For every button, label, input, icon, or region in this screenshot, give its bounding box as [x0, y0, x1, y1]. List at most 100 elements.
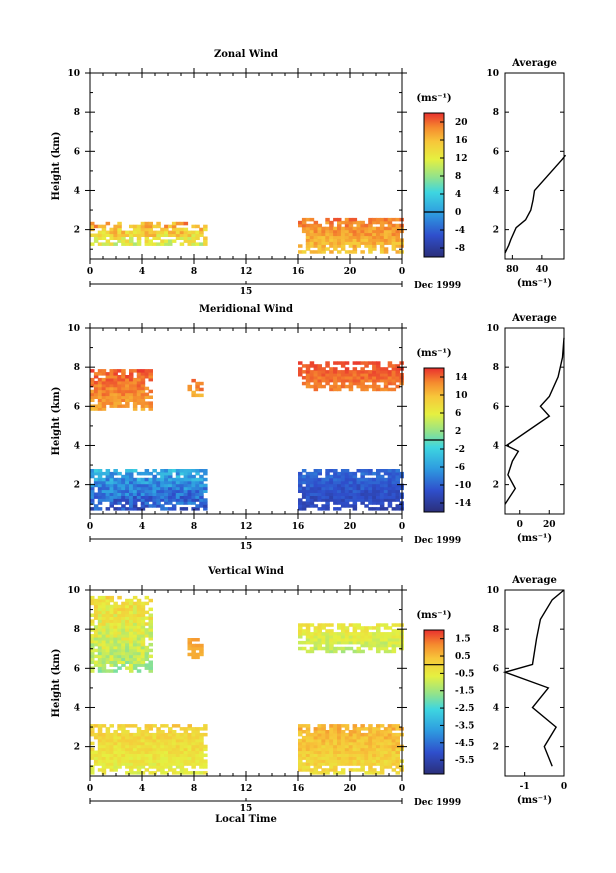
heatmap-cell — [183, 738, 189, 743]
heatmap-cell — [113, 765, 118, 769]
heatmap-cell — [132, 504, 138, 508]
heatmap-cell — [129, 377, 134, 382]
heatmap-cell — [348, 477, 354, 482]
heatmap-cell — [101, 598, 107, 603]
heatmap-cell — [391, 495, 397, 499]
heatmap-cell — [144, 369, 150, 373]
heatmap-cell — [360, 626, 365, 630]
heatmap-cell — [387, 626, 393, 630]
heatmap-cell — [364, 738, 369, 743]
heatmap-cell — [191, 730, 196, 734]
heatmap-cell — [376, 235, 381, 239]
heatmap-cell — [117, 398, 122, 402]
heatmap-cell — [113, 498, 118, 502]
heatmap-cell — [136, 389, 142, 394]
heatmap-cell — [171, 498, 177, 502]
heatmap-cell — [317, 229, 322, 234]
heatmap-cell — [305, 223, 311, 228]
heatmap-cell — [325, 378, 330, 383]
heatmap-cell — [344, 759, 350, 763]
heatmap-cell — [144, 654, 150, 659]
heatmap-cell — [160, 480, 165, 485]
x-tick-label: 12 — [240, 267, 253, 277]
y-tick-label: 2 — [74, 226, 80, 236]
heatmap-cell — [140, 483, 146, 488]
heatmap-cell — [387, 480, 393, 485]
heatmap-cell — [313, 232, 319, 237]
heatmap-cell — [325, 247, 330, 251]
heatmap-cell — [160, 483, 165, 488]
heatmap-cell — [156, 498, 161, 502]
heatmap-cell — [301, 646, 307, 651]
heatmap-cell — [348, 250, 354, 254]
heatmap-cell — [325, 750, 330, 754]
heatmap-cell — [333, 744, 338, 749]
heatmap-cell — [90, 756, 95, 760]
heatmap-cell — [368, 724, 373, 728]
heatmap-cell — [329, 469, 334, 473]
heatmap-cell — [109, 377, 114, 382]
heatmap-cell — [305, 762, 311, 766]
heatmap-cell — [136, 380, 142, 385]
heatmap-cell — [113, 747, 118, 752]
heatmap-cell — [383, 632, 389, 636]
heatmap-cell — [109, 724, 114, 728]
heatmap-cell — [97, 477, 103, 482]
heatmap-cell — [395, 223, 400, 228]
heatmap-cell — [129, 372, 134, 376]
heatmap-cell — [368, 632, 373, 636]
heatmap-cell — [160, 768, 165, 772]
x-tick-label: 16 — [292, 784, 305, 794]
heatmap-cell — [387, 732, 393, 737]
heatmap-cell — [313, 741, 319, 746]
heatmap-cell — [325, 762, 330, 766]
heatmap-cell — [121, 738, 126, 743]
heatmap-cell — [132, 489, 138, 493]
heatmap-cell — [337, 361, 342, 365]
heatmap-cell — [379, 765, 385, 769]
heatmap-cell — [117, 224, 122, 229]
heatmap-cell — [333, 235, 338, 239]
heatmap-cell — [164, 738, 169, 743]
heatmap-cell — [360, 373, 365, 377]
heatmap-cell — [164, 756, 169, 760]
heatmap-cell — [317, 744, 322, 749]
heatmap-cell — [160, 498, 165, 502]
heatmap-cell — [187, 480, 192, 485]
average-x-tick-label: 20 — [543, 520, 556, 530]
heatmap-cell — [199, 242, 204, 246]
heatmap-cell — [348, 489, 354, 493]
heatmap-cell — [187, 640, 192, 645]
heatmap-cell — [340, 361, 346, 365]
heatmap-cell — [171, 741, 177, 746]
heatmap-cell — [93, 407, 99, 411]
heatmap-cell — [333, 247, 338, 251]
heatmap-cell — [352, 495, 358, 499]
heatmap-cell — [383, 229, 389, 234]
heatmap-cell — [317, 223, 322, 228]
x-tick-label: 20 — [344, 267, 357, 277]
heatmap-cell — [313, 765, 319, 769]
heatmap-cell — [309, 477, 315, 482]
heatmap-cell — [121, 507, 126, 511]
heatmap-cell — [383, 235, 389, 239]
heatmap-cell — [191, 507, 196, 511]
heatmap-cell — [179, 741, 185, 746]
heatmap-cell — [337, 732, 342, 737]
heatmap-cell — [148, 483, 153, 488]
heatmap-cell — [105, 401, 111, 405]
heatmap-cell — [109, 765, 114, 769]
heatmap-cell — [168, 239, 173, 243]
heatmap-cell — [387, 232, 393, 237]
heatmap-cell — [387, 730, 393, 734]
heatmap-cell — [317, 486, 322, 491]
heatmap-cell — [348, 387, 354, 392]
heatmap-cell — [136, 625, 142, 629]
heatmap-cell — [117, 383, 122, 388]
heatmap-cell — [183, 483, 189, 488]
heatmap-cell — [372, 741, 377, 746]
heatmap-cell — [179, 477, 185, 482]
heatmap-cell — [376, 738, 381, 743]
heatmap-cell — [383, 747, 389, 752]
heatmap-cell — [195, 393, 200, 398]
